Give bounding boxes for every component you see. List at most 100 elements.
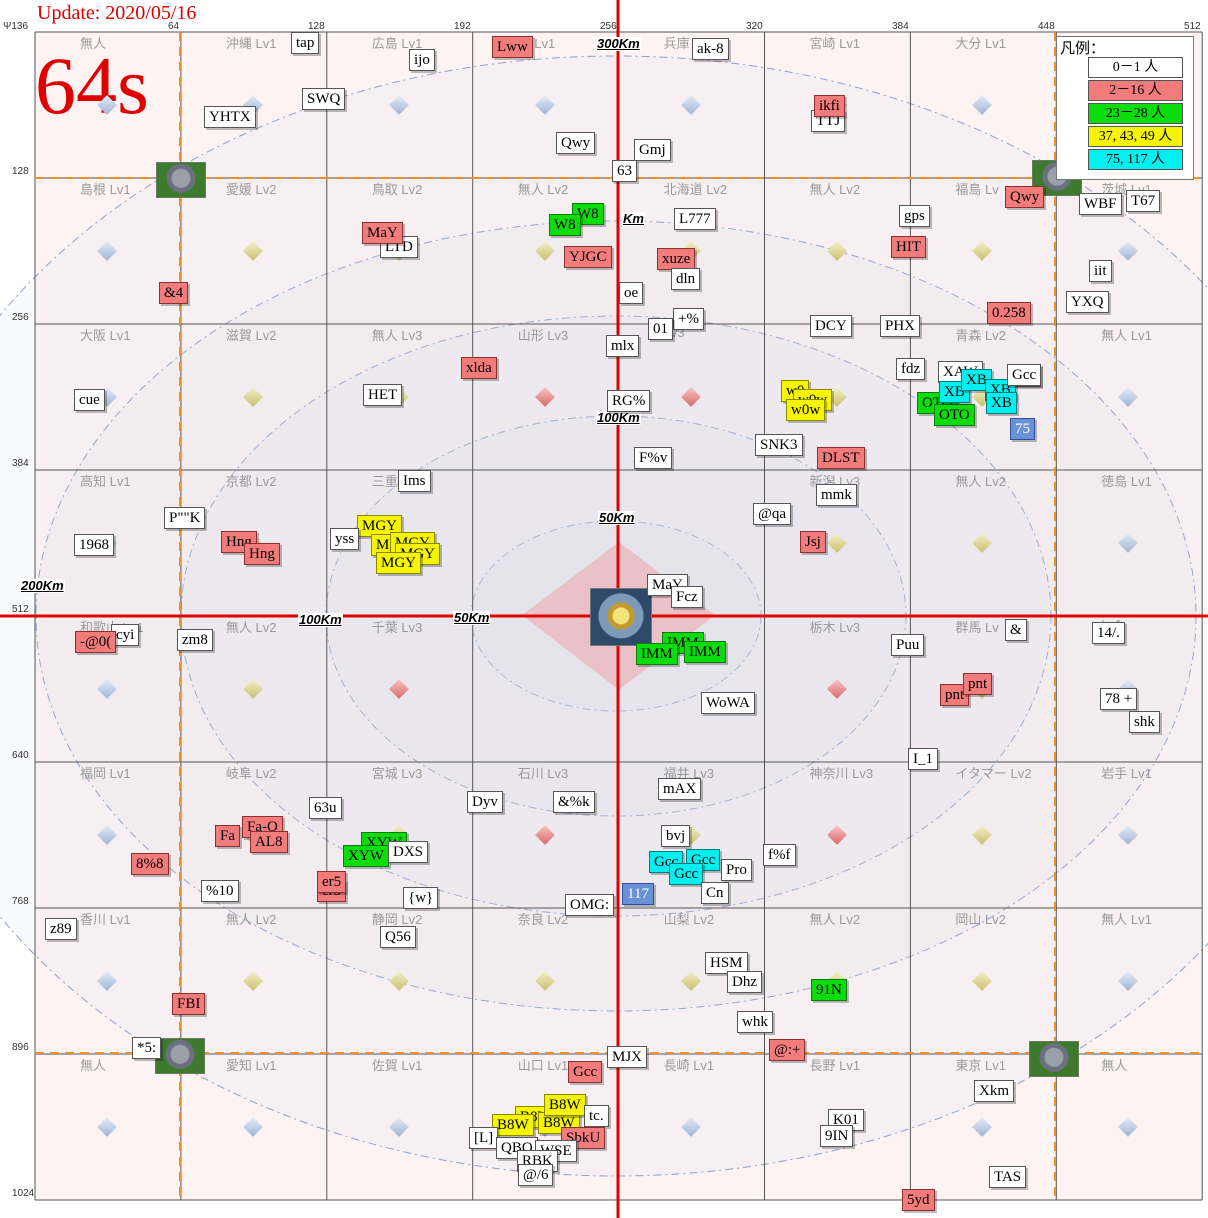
alliance-label[interactable]: FBI bbox=[172, 993, 206, 1015]
alliance-label[interactable]: shk bbox=[1129, 711, 1160, 733]
alliance-label[interactable]: P""K bbox=[164, 507, 206, 529]
alliance-label[interactable]: Fa bbox=[215, 825, 240, 847]
alliance-label[interactable]: @qa bbox=[753, 503, 791, 525]
alliance-label[interactable]: Gcc bbox=[568, 1061, 603, 1083]
resource-crystal-icon[interactable] bbox=[242, 387, 263, 407]
alliance-label[interactable]: 63u bbox=[309, 797, 342, 819]
alliance-label[interactable]: 78 + bbox=[1100, 688, 1138, 710]
alliance-label[interactable]: pnt bbox=[963, 673, 993, 695]
center-fortress-icon[interactable] bbox=[590, 588, 652, 646]
alliance-label[interactable]: Qwy bbox=[1005, 186, 1045, 208]
alliance-label[interactable]: fdz bbox=[896, 358, 926, 380]
alliance-label[interactable]: xuze bbox=[657, 248, 696, 270]
alliance-label[interactable]: Cn bbox=[701, 882, 729, 904]
alliance-label[interactable]: bvj bbox=[661, 825, 691, 847]
resource-crystal-icon[interactable] bbox=[534, 387, 555, 407]
alliance-label[interactable]: YJGC bbox=[564, 246, 612, 268]
alliance-label[interactable]: cue bbox=[74, 389, 105, 411]
alliance-label[interactable]: Puu bbox=[891, 634, 925, 656]
resource-crystal-icon[interactable] bbox=[972, 95, 993, 115]
resource-crystal-icon[interactable] bbox=[97, 241, 117, 261]
resource-crystal-icon[interactable] bbox=[972, 533, 993, 553]
alliance-label[interactable]: Gcc bbox=[1007, 364, 1042, 386]
resource-crystal-icon[interactable] bbox=[97, 825, 117, 845]
alliance-label[interactable]: OMG: bbox=[565, 894, 615, 916]
alliance-label[interactable]: DLST bbox=[817, 447, 865, 469]
resource-crystal-icon[interactable] bbox=[534, 241, 555, 261]
alliance-label[interactable]: xlda bbox=[461, 357, 497, 379]
alliance-label[interactable]: MJX bbox=[607, 1046, 648, 1068]
castle-icon-top-left[interactable] bbox=[156, 162, 206, 198]
alliance-label[interactable]: er5 bbox=[317, 871, 347, 893]
alliance-label[interactable]: oe bbox=[619, 282, 644, 304]
alliance-label[interactable]: HIT bbox=[891, 236, 926, 258]
alliance-label[interactable]: ijo bbox=[409, 49, 435, 71]
alliance-label[interactable]: Q56 bbox=[380, 926, 416, 948]
alliance-label[interactable]: YXQ bbox=[1066, 291, 1109, 313]
alliance-label[interactable]: 117 bbox=[622, 883, 654, 905]
alliance-label[interactable]: & bbox=[1005, 619, 1027, 641]
alliance-label[interactable]: iit bbox=[1089, 260, 1112, 282]
resource-crystal-icon[interactable] bbox=[242, 679, 263, 699]
alliance-label[interactable]: mlx bbox=[606, 335, 640, 357]
alliance-label[interactable]: XB bbox=[986, 392, 1017, 414]
alliance-label[interactable]: @:+ bbox=[769, 1039, 806, 1061]
alliance-label[interactable]: cyi bbox=[111, 624, 140, 646]
alliance-label[interactable]: HET bbox=[363, 384, 403, 406]
alliance-label[interactable]: yss bbox=[330, 528, 360, 550]
alliance-label[interactable]: Pro bbox=[721, 859, 752, 881]
alliance-label[interactable]: W8 bbox=[572, 203, 604, 225]
alliance-label[interactable]: Lww bbox=[492, 36, 533, 58]
alliance-label[interactable]: dln bbox=[671, 268, 701, 290]
resource-crystal-icon[interactable] bbox=[1118, 387, 1139, 407]
alliance-label[interactable]: L777 bbox=[674, 208, 716, 230]
alliance-label[interactable]: PHX bbox=[880, 315, 921, 337]
alliance-label[interactable]: ak-8 bbox=[692, 38, 729, 60]
alliance-label[interactable]: TAS bbox=[989, 1166, 1027, 1188]
alliance-label[interactable]: WoWA bbox=[701, 692, 755, 714]
alliance-label[interactable]: Dyv bbox=[467, 791, 503, 813]
alliance-label[interactable]: 9IN bbox=[820, 1125, 854, 1147]
alliance-label[interactable]: whk bbox=[737, 1011, 773, 1033]
resource-crystal-icon[interactable] bbox=[826, 533, 847, 553]
resource-crystal-icon[interactable] bbox=[972, 825, 993, 845]
resource-crystal-icon[interactable] bbox=[534, 95, 555, 115]
alliance-label[interactable]: Qwy bbox=[556, 132, 596, 154]
alliance-label[interactable]: 14/. bbox=[1092, 622, 1125, 644]
resource-crystal-icon[interactable] bbox=[1118, 533, 1139, 553]
alliance-label[interactable]: Hng bbox=[244, 543, 280, 565]
resource-crystal-icon[interactable] bbox=[242, 241, 263, 261]
alliance-label[interactable]: IMM bbox=[684, 641, 726, 663]
alliance-label[interactable]: B8W bbox=[544, 1094, 586, 1116]
alliance-label[interactable]: XYW bbox=[343, 845, 389, 867]
alliance-label[interactable]: AL8 bbox=[250, 831, 288, 853]
resource-crystal-icon[interactable] bbox=[826, 825, 847, 845]
alliance-label[interactable]: HSM bbox=[705, 952, 748, 974]
alliance-label[interactable]: 91N bbox=[811, 979, 847, 1001]
alliance-label[interactable]: IMM bbox=[636, 643, 678, 665]
alliance-label[interactable]: &%k bbox=[553, 791, 595, 813]
alliance-label[interactable]: RG% bbox=[607, 390, 651, 412]
alliance-label[interactable]: Jsj bbox=[800, 531, 826, 553]
alliance-label[interactable]: Fcz bbox=[671, 586, 703, 608]
resource-crystal-icon[interactable] bbox=[97, 1117, 117, 1137]
alliance-label[interactable]: [L] bbox=[469, 1127, 499, 1149]
alliance-label[interactable]: B8W bbox=[492, 1114, 534, 1136]
alliance-label[interactable]: T67 bbox=[1126, 190, 1161, 212]
alliance-label[interactable]: ikfi bbox=[814, 95, 845, 117]
alliance-label[interactable]: 8%8 bbox=[131, 853, 169, 875]
alliance-label[interactable]: 5yd bbox=[902, 1189, 935, 1211]
resource-crystal-icon[interactable] bbox=[826, 241, 847, 261]
alliance-label[interactable]: tap bbox=[291, 32, 320, 54]
alliance-label[interactable]: OTO bbox=[934, 404, 975, 426]
alliance-label[interactable]: pnt bbox=[940, 684, 970, 706]
alliance-label[interactable]: @/6 bbox=[518, 1164, 554, 1186]
resource-crystal-icon[interactable] bbox=[388, 679, 409, 699]
alliance-label[interactable]: F%v bbox=[634, 447, 673, 469]
resource-crystal-icon[interactable] bbox=[972, 241, 993, 261]
alliance-label[interactable]: %10 bbox=[201, 880, 239, 902]
alliance-label[interactable]: SNK3 bbox=[755, 434, 803, 456]
resource-crystal-icon[interactable] bbox=[242, 1117, 263, 1137]
resource-crystal-icon[interactable] bbox=[680, 95, 701, 115]
alliance-label[interactable]: YHTX bbox=[204, 106, 256, 128]
